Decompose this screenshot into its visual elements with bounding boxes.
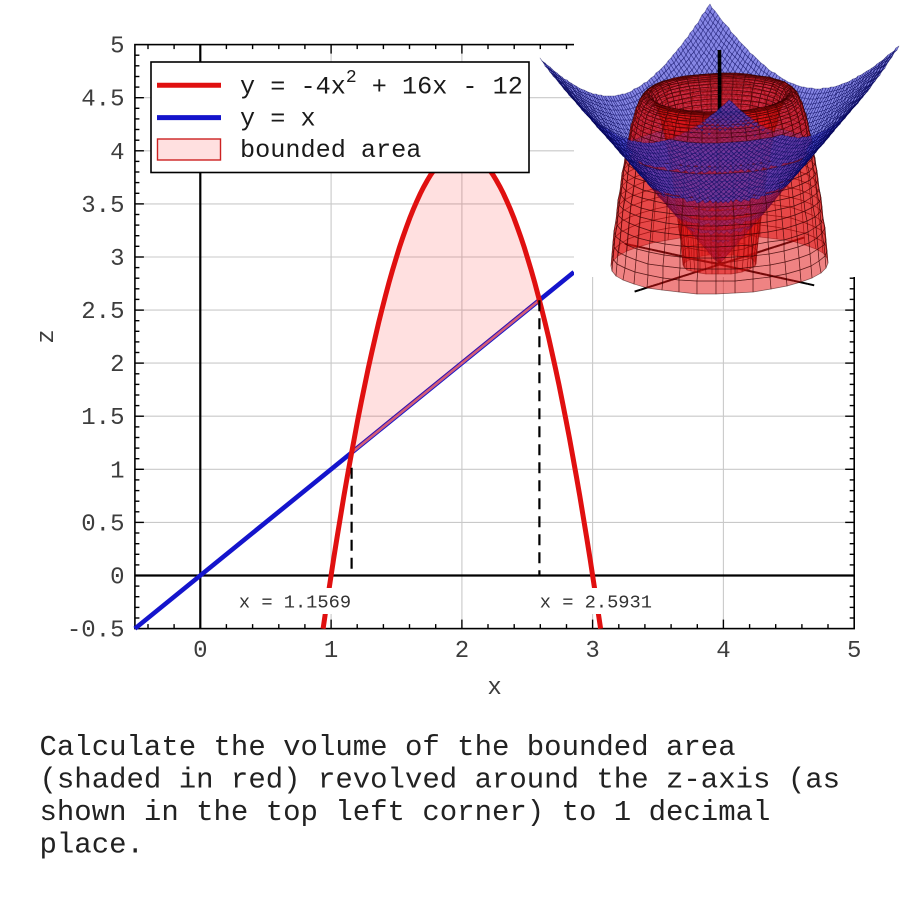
svg-text:5: 5: [110, 34, 124, 61]
svg-text:1.5: 1.5: [81, 405, 124, 432]
svg-text:4: 4: [110, 140, 124, 167]
svg-text:3: 3: [585, 638, 599, 665]
svg-text:x: x: [487, 675, 501, 702]
svg-text:z: z: [34, 329, 61, 343]
svg-text:3.5: 3.5: [81, 193, 124, 220]
svg-text:bounded area: bounded area: [240, 136, 421, 165]
svg-text:2: 2: [110, 352, 124, 379]
svg-text:0: 0: [110, 565, 124, 592]
svg-text:(shaded in red) revolved aroun: (shaded in red) revolved around the z-ax…: [40, 764, 841, 797]
svg-text:2.5: 2.5: [81, 299, 124, 326]
svg-text:0: 0: [193, 638, 207, 665]
svg-text:y = -4x2 + 16x - 12: y = -4x2 + 16x - 12: [240, 68, 523, 102]
svg-text:Calculate the volume of the bo: Calculate the volume of the bounded area: [40, 731, 736, 764]
svg-text:4: 4: [716, 638, 730, 665]
svg-text:3: 3: [110, 246, 124, 273]
svg-text:x = 2.5931: x = 2.5931: [540, 592, 652, 614]
svg-text:1: 1: [324, 638, 338, 665]
svg-text:shown in the top left corner): shown in the top left corner) to 1 decim…: [40, 796, 771, 829]
svg-text:4.5: 4.5: [81, 87, 124, 114]
svg-text:5: 5: [847, 638, 861, 665]
svg-text:2: 2: [455, 638, 469, 665]
svg-text:y = x: y = x: [240, 104, 316, 133]
svg-text:x = 1.1569: x = 1.1569: [239, 592, 351, 614]
svg-text:-0.5: -0.5: [67, 618, 125, 645]
svg-text:place.: place.: [40, 829, 144, 862]
svg-text:0.5: 0.5: [81, 511, 124, 538]
svg-text:1: 1: [110, 458, 124, 485]
